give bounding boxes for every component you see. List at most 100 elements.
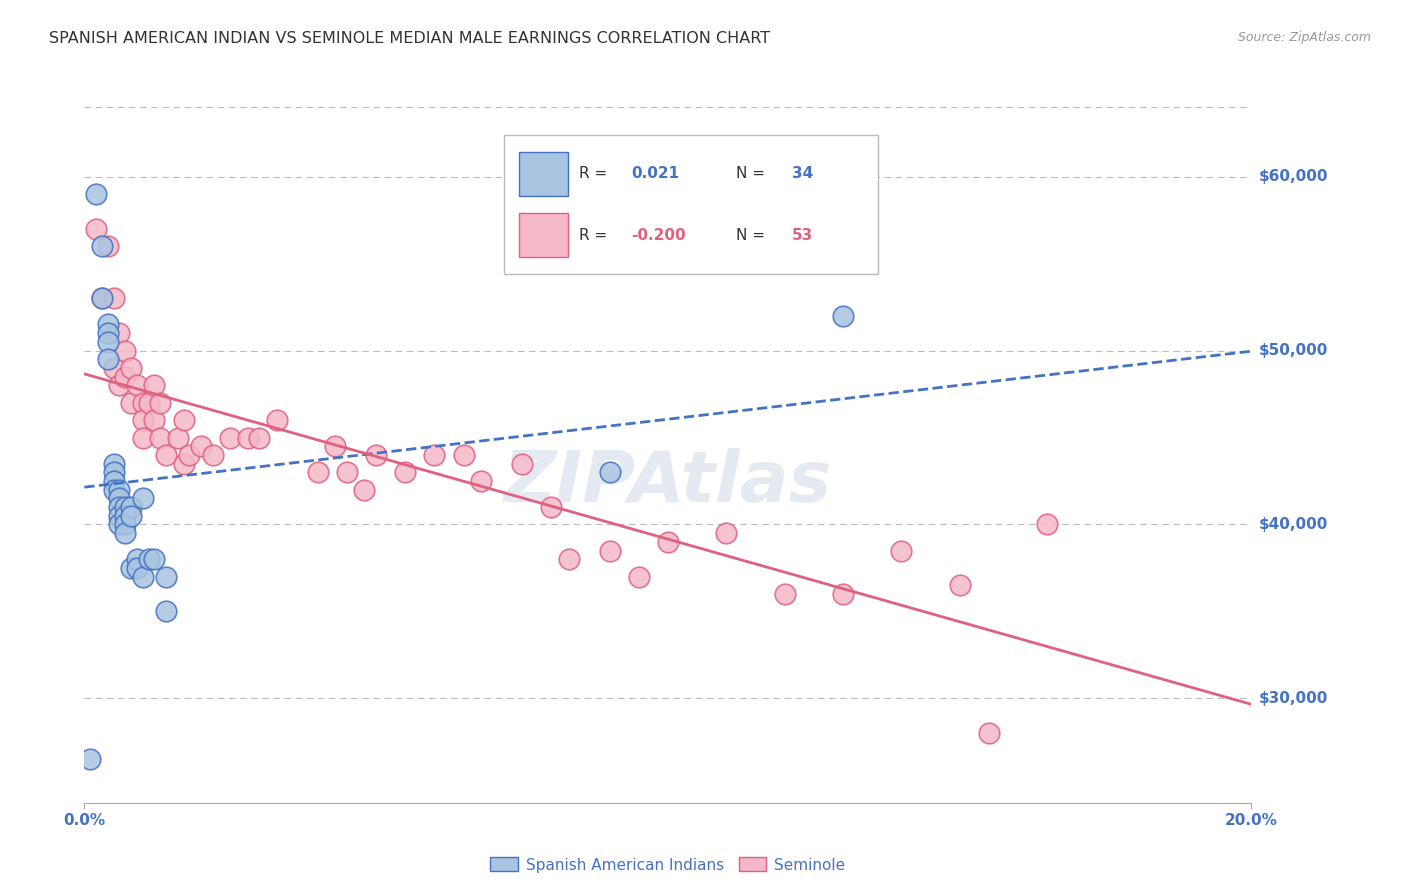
Point [120, 360, 142, 375]
Point [84, 186, 107, 201]
Point [599, 466, 621, 480]
Point [832, 587, 855, 601]
Point [143, 378, 166, 392]
Text: 0.021: 0.021 [631, 166, 679, 181]
Point [103, 457, 125, 471]
Point [132, 395, 155, 409]
Point [108, 517, 131, 532]
Point [108, 500, 131, 514]
Point [120, 508, 142, 523]
Point [108, 483, 131, 497]
Point [97, 326, 120, 341]
Point [114, 508, 136, 523]
Point [114, 343, 136, 358]
Point [97, 318, 120, 332]
Point [108, 378, 131, 392]
Point [173, 457, 195, 471]
Point [103, 360, 125, 375]
Point [90, 239, 112, 253]
Point [138, 552, 160, 566]
Point [173, 413, 195, 427]
Point [125, 378, 148, 392]
Point [510, 457, 533, 471]
Point [657, 534, 679, 549]
Point [97, 334, 120, 349]
Point [201, 448, 224, 462]
Point [114, 526, 136, 541]
Point [103, 291, 125, 305]
Text: $60,000: $60,000 [1258, 169, 1327, 184]
Point [149, 430, 172, 444]
Point [143, 552, 166, 566]
Point [97, 239, 120, 253]
Point [125, 561, 148, 575]
Point [627, 570, 650, 584]
Point [247, 430, 270, 444]
Point [114, 517, 136, 532]
Point [97, 352, 120, 367]
Text: 34: 34 [792, 166, 813, 181]
Text: $30,000: $30,000 [1258, 691, 1327, 706]
Point [155, 448, 177, 462]
Point [132, 430, 155, 444]
Point [948, 578, 970, 592]
Point [773, 587, 796, 601]
Point [394, 466, 416, 480]
Text: Source: ZipAtlas.com: Source: ZipAtlas.com [1237, 31, 1371, 45]
Point [90, 291, 112, 305]
Point [155, 570, 177, 584]
Point [90, 291, 112, 305]
Point [143, 413, 166, 427]
Point [125, 552, 148, 566]
Point [557, 552, 579, 566]
Text: $50,000: $50,000 [1258, 343, 1327, 358]
Text: R =: R = [579, 227, 612, 243]
Text: R =: R = [579, 166, 612, 181]
Text: -0.200: -0.200 [631, 227, 686, 243]
Point [453, 448, 475, 462]
Point [103, 466, 125, 480]
Point [138, 395, 160, 409]
Text: SPANISH AMERICAN INDIAN VS SEMINOLE MEDIAN MALE EARNINGS CORRELATION CHART: SPANISH AMERICAN INDIAN VS SEMINOLE MEDI… [49, 31, 770, 46]
Point [266, 413, 288, 427]
Point [323, 439, 346, 453]
Point [1036, 517, 1059, 532]
Point [423, 448, 446, 462]
Point [179, 448, 201, 462]
Text: N =: N = [735, 166, 770, 181]
Legend: Spanish American Indians, Seminole: Spanish American Indians, Seminole [484, 851, 852, 879]
Point [307, 466, 329, 480]
Point [114, 500, 136, 514]
Point [108, 491, 131, 506]
Point [470, 474, 492, 488]
Point [120, 561, 142, 575]
Point [132, 570, 155, 584]
Point [155, 605, 177, 619]
Point [190, 439, 212, 453]
Point [108, 326, 131, 341]
Point [120, 395, 142, 409]
Point [79, 752, 101, 766]
Point [599, 543, 621, 558]
Point [890, 543, 912, 558]
Point [132, 491, 155, 506]
Point [103, 483, 125, 497]
Text: 53: 53 [792, 227, 813, 243]
Point [366, 448, 388, 462]
Point [108, 508, 131, 523]
Point [540, 500, 562, 514]
Point [120, 500, 142, 514]
Point [977, 726, 1000, 740]
Point [353, 483, 375, 497]
Text: $40,000: $40,000 [1258, 517, 1327, 532]
Text: ZIPAtlas: ZIPAtlas [503, 449, 832, 517]
Point [832, 309, 855, 323]
Point [219, 430, 242, 444]
Point [149, 395, 172, 409]
Point [84, 222, 107, 236]
Point [714, 526, 737, 541]
Text: N =: N = [735, 227, 770, 243]
Point [132, 413, 155, 427]
Point [166, 430, 188, 444]
Point [103, 474, 125, 488]
